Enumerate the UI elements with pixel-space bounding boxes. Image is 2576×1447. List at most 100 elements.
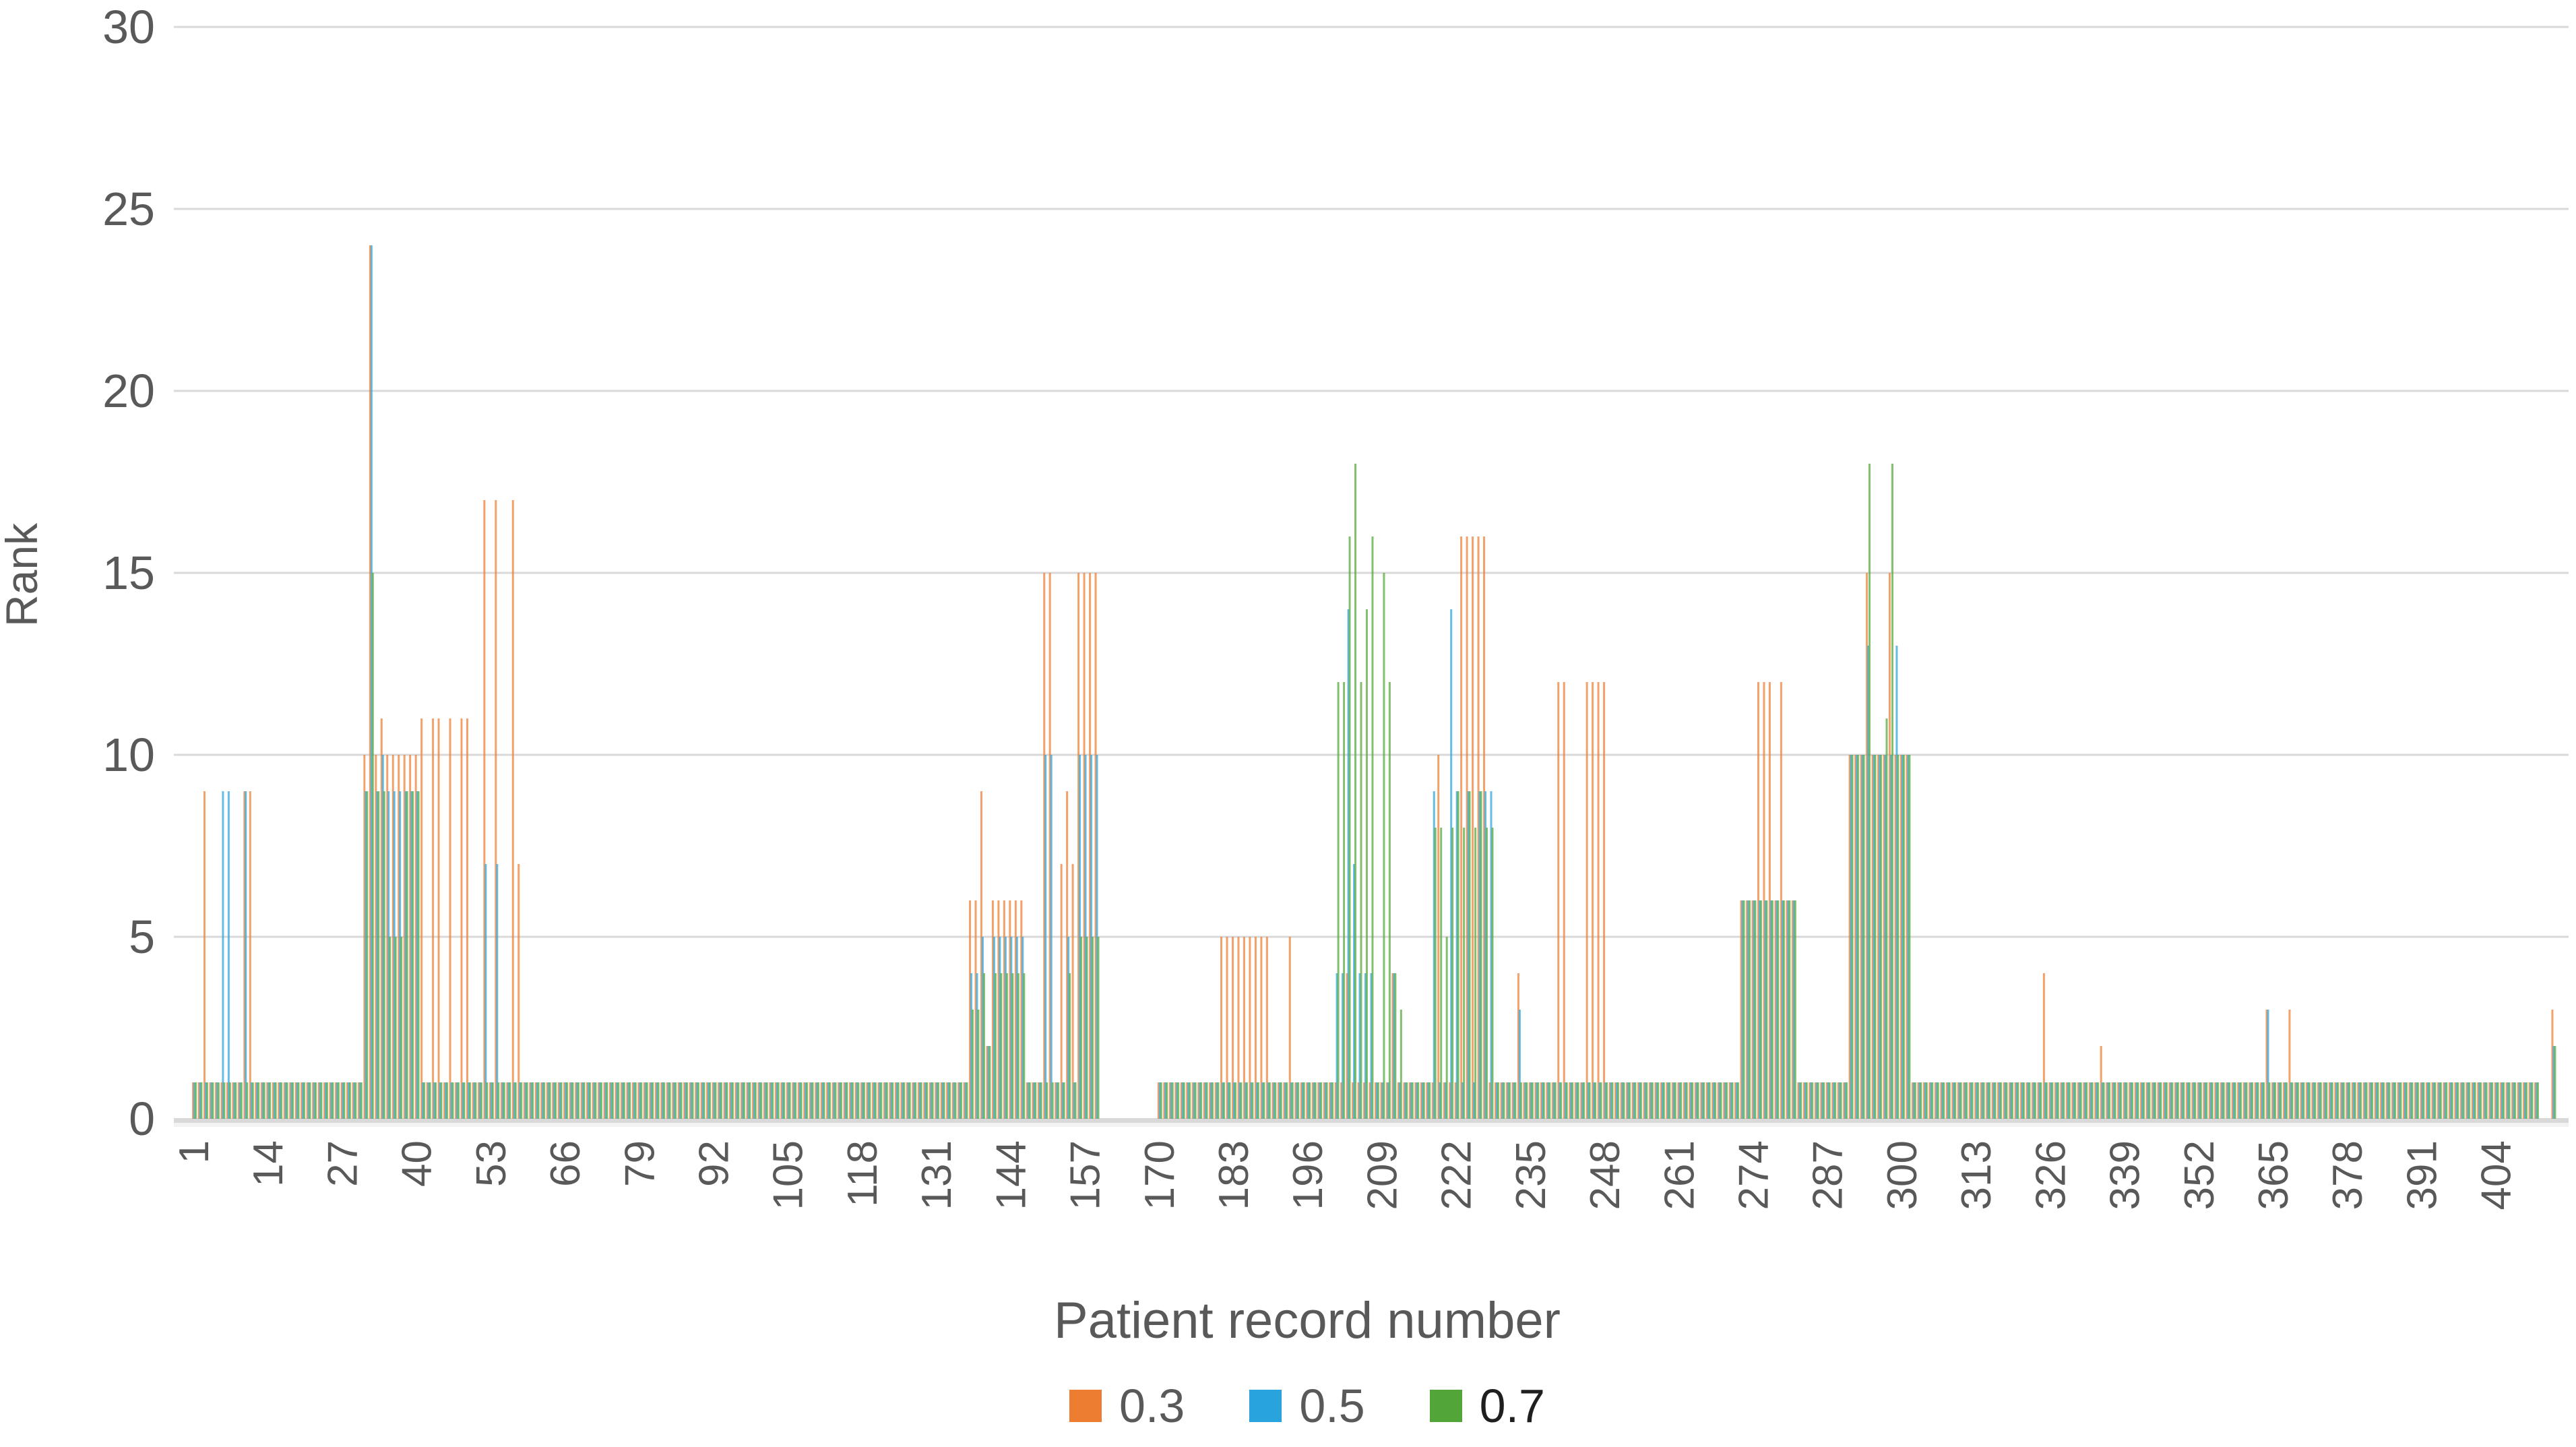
bar-0.5 xyxy=(233,1082,236,1119)
x-tick-label: 79 xyxy=(617,1140,663,1187)
bar-0.5 xyxy=(1227,1082,1230,1119)
x-tick-label: 339 xyxy=(2102,1140,2149,1210)
bar-0.3 xyxy=(1837,1082,1840,1119)
y-axis-title: Rank xyxy=(0,522,46,627)
bar-0.5 xyxy=(604,1082,607,1119)
bar-0.3 xyxy=(454,1082,457,1119)
bar-0.5 xyxy=(1170,1082,1172,1119)
bar-0.7 xyxy=(320,1082,323,1119)
bar-0.5 xyxy=(930,1082,933,1119)
bar-0.3 xyxy=(340,1082,343,1119)
bar-0.7 xyxy=(2491,1082,2494,1119)
bar-0.5 xyxy=(2478,1082,2481,1119)
bar-0.7 xyxy=(1668,1082,1671,1119)
bar-0.3 xyxy=(214,1082,217,1119)
bar-0.7 xyxy=(2314,1082,2317,1119)
bar-0.3 xyxy=(2408,1082,2411,1119)
bar-0.3 xyxy=(1802,1082,1805,1119)
bar-0.3 xyxy=(2500,1082,2503,1119)
bar-0.5 xyxy=(1084,755,1087,1119)
bar-0.3 xyxy=(2323,1082,2325,1119)
bar-0.7 xyxy=(1708,1082,1711,1119)
bar-0.3 xyxy=(2191,1082,2194,1119)
bar-0.5 xyxy=(2530,1082,2532,1119)
bar-0.7 xyxy=(2114,1082,2116,1119)
bar-0.3 xyxy=(517,864,520,1119)
x-tick-label: 1 xyxy=(171,1140,218,1163)
bar-0.5 xyxy=(2175,1082,2178,1119)
bar-0.7 xyxy=(566,1082,569,1119)
bar-0.3 xyxy=(877,1082,880,1119)
bar-0.3 xyxy=(620,1082,623,1119)
bar-0.5 xyxy=(2278,1082,2281,1119)
bar-0.5 xyxy=(1787,900,1790,1119)
bar-0.3 xyxy=(380,718,383,1119)
bar-0.7 xyxy=(325,1082,328,1119)
bar-0.7 xyxy=(2285,1082,2288,1119)
bar-0.5 xyxy=(2096,1082,2098,1119)
bar-0.5 xyxy=(1856,755,1858,1119)
bar-0.3 xyxy=(2025,1082,2028,1119)
bar-0.7 xyxy=(1765,900,1768,1119)
bar-0.7 xyxy=(811,1082,814,1119)
bar-0.3 xyxy=(1592,682,1594,1119)
bar-0.3 xyxy=(940,1082,943,1119)
bar-0.7 xyxy=(1057,1082,1060,1119)
bar-0.7 xyxy=(2182,1082,2185,1119)
bar-0.7 xyxy=(1982,1082,1985,1119)
bar-0.7 xyxy=(468,1082,471,1119)
bar-0.5 xyxy=(2021,1082,2023,1119)
bar-0.7 xyxy=(2331,1082,2333,1119)
bar-0.3 xyxy=(255,1082,257,1119)
bar-0.7 xyxy=(1639,1082,1642,1119)
bar-0.7 xyxy=(2519,1082,2522,1119)
bar-0.3 xyxy=(1820,1082,1823,1119)
bar-0.5 xyxy=(1575,1082,1578,1119)
bar-0.5 xyxy=(439,1082,441,1119)
bar-0.5 xyxy=(1462,1082,1464,1119)
bar-0.7 xyxy=(1371,536,1374,1119)
bar-0.3 xyxy=(1809,1082,1811,1119)
bar-0.3 xyxy=(2305,1082,2308,1119)
bar-0.7 xyxy=(2457,1082,2459,1119)
bar-0.3 xyxy=(2420,1082,2422,1119)
bar-0.7 xyxy=(217,1082,220,1119)
bar-0.3 xyxy=(2140,1082,2142,1119)
bar-0.3 xyxy=(1911,1082,1914,1119)
bar-0.5 xyxy=(2084,1082,2087,1119)
bar-0.5 xyxy=(1079,755,1081,1119)
bar-0.7 xyxy=(315,1082,317,1119)
bar-0.7 xyxy=(228,1082,231,1119)
bar-0.7 xyxy=(417,791,420,1119)
bar-0.7 xyxy=(412,791,414,1119)
bar-0.5 xyxy=(582,1082,584,1119)
bar-0.3 xyxy=(2482,1082,2485,1119)
bar-0.7 xyxy=(1565,1082,1568,1119)
bar-0.7 xyxy=(749,1082,751,1119)
bar-0.3 xyxy=(1163,1082,1166,1119)
bar-0.3 xyxy=(2528,1082,2531,1119)
bar-0.3 xyxy=(575,1082,577,1119)
x-axis-line xyxy=(174,1118,2569,1123)
bar-0.5 xyxy=(530,1082,533,1119)
bar-0.7 xyxy=(274,1082,277,1119)
bar-0.3 xyxy=(1654,1082,1657,1119)
bar-0.3 xyxy=(797,1082,800,1119)
bar-0.5 xyxy=(787,1082,790,1119)
bar-0.5 xyxy=(1924,1082,1926,1119)
bar-0.5 xyxy=(1398,1082,1401,1119)
bar-0.7 xyxy=(440,1082,443,1119)
bar-0.3 xyxy=(592,1082,594,1119)
bar-0.5 xyxy=(1050,755,1053,1119)
bar-0.5 xyxy=(1616,1082,1619,1119)
legend-swatch-green xyxy=(1429,1390,1462,1422)
bar-0.5 xyxy=(1718,1082,1721,1119)
bar-0.7 xyxy=(360,1082,363,1119)
bar-0.3 xyxy=(957,1082,960,1119)
bar-0.7 xyxy=(2319,1082,2322,1119)
bar-0.3 xyxy=(2111,1082,2114,1119)
bar-0.7 xyxy=(1902,755,1905,1119)
bar-0.5 xyxy=(1764,900,1767,1119)
bar-0.5 xyxy=(821,1082,824,1119)
bar-0.3 xyxy=(1540,1082,1542,1119)
